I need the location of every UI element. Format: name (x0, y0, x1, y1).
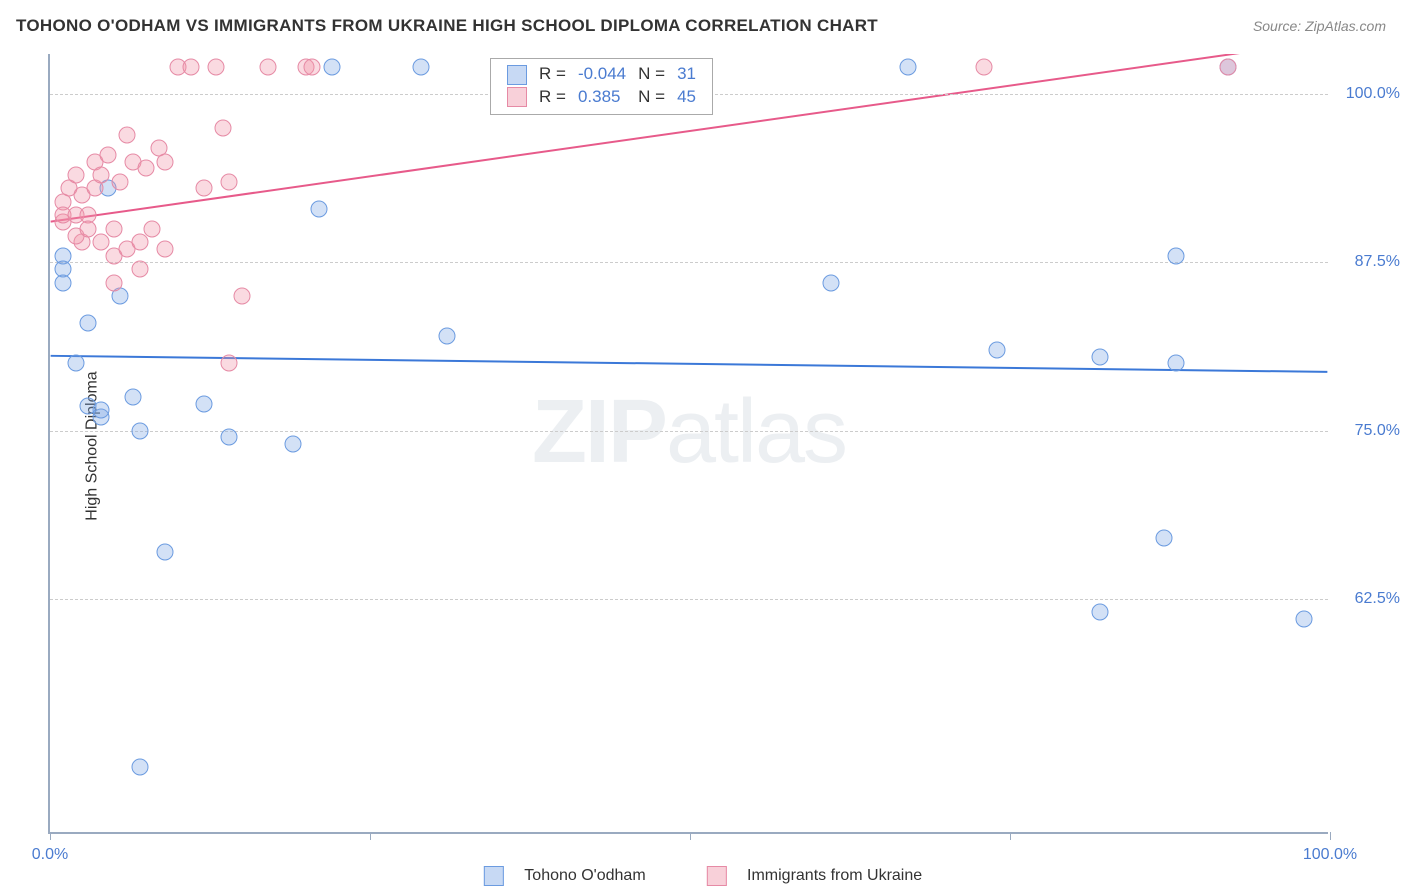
n-value-series1: 31 (671, 63, 702, 86)
scatter-point-series1 (1168, 355, 1185, 372)
regression-line-series1 (51, 356, 1328, 372)
stats-legend: R = -0.044 N = 31 R = 0.385 N = 45 (490, 58, 713, 115)
scatter-point-series2 (80, 220, 97, 237)
r-value-series1: -0.044 (572, 63, 632, 86)
regression-lines (50, 54, 1328, 832)
r-value-series2: 0.385 (572, 86, 632, 109)
scatter-point-series1 (1155, 530, 1172, 547)
scatter-point-series1 (1168, 247, 1185, 264)
scatter-point-series2 (131, 261, 148, 278)
scatter-point-series1 (80, 314, 97, 331)
scatter-point-series1 (221, 429, 238, 446)
scatter-point-series2 (195, 180, 212, 197)
x-tick (50, 832, 51, 840)
x-tick (1330, 832, 1331, 840)
scatter-point-series2 (144, 220, 161, 237)
scatter-point-series1 (1296, 610, 1313, 627)
x-tick (1010, 832, 1011, 840)
scatter-point-series2 (93, 234, 110, 251)
watermark-light: atlas (666, 382, 846, 482)
x-tick (690, 832, 691, 840)
watermark-bold: ZIP (532, 382, 666, 482)
series1-label: Tohono O'odham (524, 867, 645, 884)
series-legend: Tohono O'odham Immigrants from Ukraine (476, 866, 930, 886)
scatter-point-series1 (80, 398, 97, 415)
y-tick-label: 62.5% (1338, 590, 1400, 608)
swatch-series2 (707, 866, 727, 886)
scatter-point-series2 (99, 146, 116, 163)
r-label: R = (533, 86, 572, 109)
scatter-point-series1 (438, 328, 455, 345)
scatter-point-series1 (323, 59, 340, 76)
scatter-point-series1 (131, 758, 148, 775)
chart-title: TOHONO O'ODHAM VS IMMIGRANTS FROM UKRAIN… (16, 16, 878, 36)
gridline-h (50, 431, 1328, 432)
scatter-point-series1 (67, 355, 84, 372)
stats-row-series2: R = 0.385 N = 45 (501, 86, 702, 109)
swatch-series2 (507, 87, 527, 107)
scatter-point-series2 (67, 167, 84, 184)
scatter-point-series2 (214, 119, 231, 136)
scatter-point-series1 (822, 274, 839, 291)
gridline-h (50, 262, 1328, 263)
scatter-point-series2 (221, 355, 238, 372)
scatter-point-series1 (285, 436, 302, 453)
scatter-point-series2 (93, 167, 110, 184)
r-label: R = (533, 63, 572, 86)
scatter-point-series1 (899, 59, 916, 76)
watermark: ZIPatlas (532, 381, 846, 484)
scatter-point-series1 (1091, 348, 1108, 365)
scatter-point-series2 (112, 173, 129, 190)
scatter-point-series2 (976, 59, 993, 76)
scatter-point-series2 (118, 126, 135, 143)
swatch-series1 (484, 866, 504, 886)
plot-area: ZIPatlas 62.5%75.0%87.5%100.0%0.0%100.0% (48, 54, 1328, 834)
scatter-point-series2 (157, 241, 174, 258)
scatter-point-series2 (106, 274, 123, 291)
x-tick (370, 832, 371, 840)
scatter-point-series2 (234, 288, 251, 305)
scatter-point-series2 (138, 160, 155, 177)
x-tick-label: 0.0% (32, 846, 68, 864)
source-attribution: Source: ZipAtlas.com (1253, 18, 1386, 34)
gridline-h (50, 599, 1328, 600)
scatter-point-series1 (125, 388, 142, 405)
scatter-point-series1 (157, 543, 174, 560)
scatter-point-series2 (1219, 59, 1236, 76)
scatter-point-series1 (195, 395, 212, 412)
scatter-point-series1 (1091, 604, 1108, 621)
scatter-point-series1 (131, 422, 148, 439)
scatter-point-series2 (208, 59, 225, 76)
scatter-point-series2 (182, 59, 199, 76)
series2-label: Immigrants from Ukraine (747, 867, 922, 884)
scatter-point-series1 (413, 59, 430, 76)
scatter-point-series1 (310, 200, 327, 217)
scatter-point-series2 (106, 220, 123, 237)
swatch-series1 (507, 65, 527, 85)
y-tick-label: 75.0% (1338, 422, 1400, 440)
stats-row-series1: R = -0.044 N = 31 (501, 63, 702, 86)
scatter-point-series2 (221, 173, 238, 190)
scatter-point-series2 (131, 234, 148, 251)
scatter-point-series2 (304, 59, 321, 76)
y-tick-label: 100.0% (1338, 85, 1400, 103)
x-tick-label: 100.0% (1303, 846, 1357, 864)
scatter-point-series2 (259, 59, 276, 76)
scatter-point-series1 (54, 274, 71, 291)
scatter-point-series1 (989, 341, 1006, 358)
y-tick-label: 87.5% (1338, 253, 1400, 271)
n-value-series2: 45 (671, 86, 702, 109)
scatter-point-series2 (157, 153, 174, 170)
n-label: N = (632, 63, 671, 86)
n-label: N = (632, 86, 671, 109)
